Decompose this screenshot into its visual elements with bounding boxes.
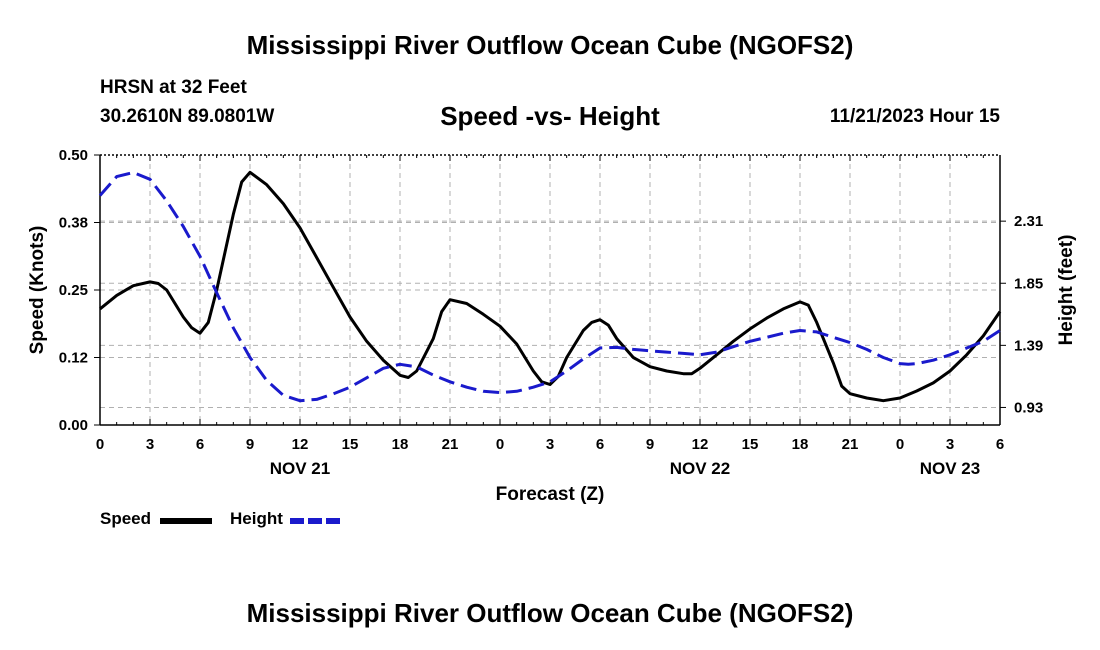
x-tick-label: 0 [896,436,904,453]
x-axis-label: Forecast (Z) [496,484,605,505]
y2-tick-label: 2.31 [1014,213,1043,230]
x-tick-label: 15 [742,436,759,453]
y-tick-label: 0.12 [59,350,88,367]
x-tick-label: 15 [342,436,359,453]
y-tick-label: 0.38 [59,215,88,232]
y-tick-label: 0.25 [59,282,88,299]
x-tick-label: 3 [946,436,954,453]
x-date-label: NOV 21 [270,459,330,478]
x-tick-label: 12 [692,436,709,453]
legend-height-swatch [290,518,344,524]
y-axis-label: Speed (Knots) [27,226,48,355]
y2-tick-label: 1.85 [1014,275,1043,292]
chart-subtitle: Speed -vs- Height [440,101,660,131]
x-tick-label: 21 [842,436,859,453]
height-series-line [98,171,1001,403]
speed-series-line [99,170,1002,403]
x-tick-label: 3 [546,436,554,453]
x-tick-label: 6 [196,436,204,453]
station-coordinates: 30.2610N 89.0801W [100,106,275,127]
y-tick-label: 0.00 [59,417,88,434]
x-tick-label: 0 [96,436,104,453]
forecast-datetime: 11/21/2023 Hour 15 [829,106,1000,127]
x-date-label: NOV 23 [920,459,980,478]
x-tick-label: 9 [646,436,654,453]
x-tick-label: 21 [442,436,459,453]
station-label: HRSN at 32 Feet [100,77,247,98]
x-tick-label: 9 [246,436,254,453]
footer-title: Mississippi River Outflow Ocean Cube (NG… [246,598,854,628]
x-tick-label: 6 [996,436,1004,453]
chart-main-title: Mississippi River Outflow Ocean Cube (NG… [246,30,854,60]
x-tick-label: 0 [496,436,504,453]
legend-speed-label: Speed [100,509,152,528]
y2-tick-label: 1.39 [1014,337,1043,354]
y2-axis-label: Height (feet) [1056,235,1077,346]
x-tick-label: 3 [146,436,154,453]
x-tick-label: 18 [792,436,809,453]
legend-speed-swatch [160,518,212,524]
legend-height-label: Height [230,509,283,528]
x-tick-label: 18 [392,436,409,453]
y-tick-label: 0.50 [59,147,88,164]
x-date-label: NOV 22 [670,459,730,478]
x-tick-label: 6 [596,436,604,453]
y2-tick-label: 0.93 [1014,399,1043,416]
x-tick-label: 12 [292,436,309,453]
